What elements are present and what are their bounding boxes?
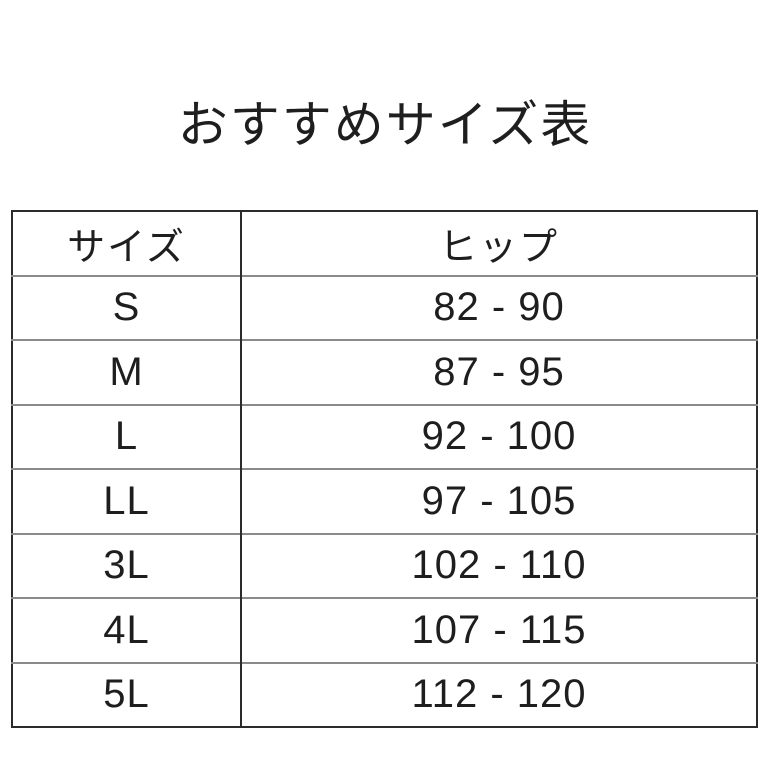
size-cell: L (12, 403, 242, 469)
table-row: 3L 102 - 110 (12, 532, 757, 598)
size-cell: 4L (12, 597, 242, 663)
hip-cell: 97 - 105 (241, 468, 757, 534)
hip-cell: 87 - 95 (241, 339, 757, 405)
table-row: L 92 - 100 (12, 403, 757, 469)
page-title: おすすめサイズ表 (177, 97, 593, 153)
hip-cell: 92 - 100 (241, 403, 757, 469)
size-cell: M (12, 339, 242, 405)
table-row: LL 97 - 105 (12, 468, 757, 534)
hip-cell: 82 - 90 (241, 274, 757, 340)
hip-cell: 102 - 110 (241, 532, 757, 598)
hip-cell: 107 - 115 (241, 597, 757, 663)
table-row: 5L 112 - 120 (12, 661, 757, 727)
header-cell-hip: ヒップ (438, 226, 559, 269)
header-cell-size: サイズ (12, 211, 242, 276)
size-cell: LL (12, 468, 242, 534)
size-cell: 3L (12, 532, 242, 598)
size-table: サイズ ヒップ S 82 - 90 M 87 - 95 L 92 - 100 L… (11, 210, 758, 728)
hip-cell: 112 - 120 (241, 661, 757, 727)
table-row: 4L 107 - 115 (12, 597, 757, 663)
size-cell: 5L (12, 661, 242, 727)
table-row: S 82 - 90 (12, 274, 757, 340)
size-cell: S (12, 274, 242, 340)
table-row: M 87 - 95 (12, 339, 757, 405)
table-header-row: サイズ ヒップ (12, 211, 757, 276)
